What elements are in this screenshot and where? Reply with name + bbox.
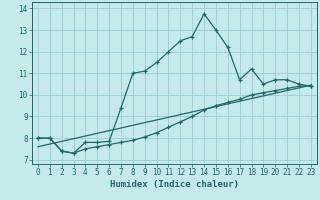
X-axis label: Humidex (Indice chaleur): Humidex (Indice chaleur) bbox=[110, 180, 239, 189]
